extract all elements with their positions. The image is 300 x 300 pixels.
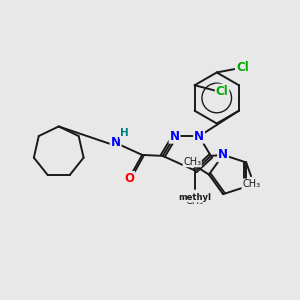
Text: CH₃: CH₃	[183, 157, 201, 167]
Text: H: H	[120, 128, 129, 138]
Text: Cl: Cl	[216, 85, 229, 98]
Text: CH₃: CH₃	[242, 179, 260, 189]
Text: N: N	[111, 136, 121, 148]
Text: Cl: Cl	[236, 61, 249, 74]
Text: N: N	[218, 148, 228, 161]
Text: CH₃: CH₃	[185, 196, 203, 206]
Text: O: O	[124, 172, 134, 185]
Text: methyl: methyl	[178, 193, 212, 202]
Text: N: N	[194, 130, 204, 143]
Text: N: N	[169, 130, 179, 143]
